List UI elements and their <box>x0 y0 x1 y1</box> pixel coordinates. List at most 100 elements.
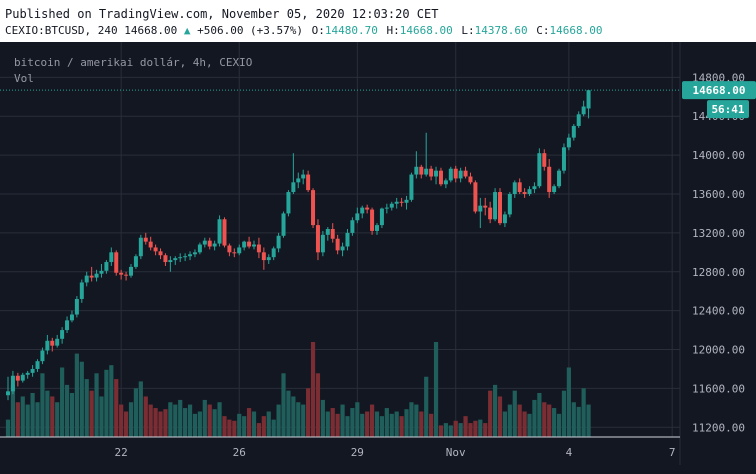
volume-bar <box>315 373 321 437</box>
volume-bar <box>552 408 557 437</box>
candle-body <box>335 238 340 251</box>
candle-body <box>581 106 586 115</box>
volume-bar <box>168 402 173 437</box>
countdown-tag <box>707 100 749 119</box>
volume-bar <box>45 390 50 437</box>
volume-bar <box>109 365 114 437</box>
volume-bar <box>512 390 517 437</box>
volume-bar <box>158 411 163 437</box>
volume-bar <box>301 404 306 437</box>
up-arrow-icon: ▲ <box>183 24 191 37</box>
candle-body <box>468 176 473 183</box>
volume-bar <box>350 408 355 437</box>
candle-body <box>576 114 581 126</box>
candle-body <box>114 252 119 273</box>
candle-body <box>424 168 429 175</box>
last-price-tag-text: 14668.00 <box>693 84 746 97</box>
volume-bar <box>84 379 89 437</box>
volume-bar <box>448 425 453 437</box>
publish-header: Published on TradingView.com, November 0… <box>0 0 756 42</box>
candle-body <box>10 375 15 392</box>
candle-body <box>375 225 379 231</box>
candle-body <box>547 166 552 193</box>
volume-bar <box>586 404 591 437</box>
volume-bar <box>55 402 60 437</box>
candle-body <box>25 372 30 375</box>
candle-body <box>15 375 20 381</box>
volume-bar <box>89 390 94 437</box>
x-tick-label: Nov <box>446 446 466 459</box>
volume-bar <box>212 409 217 437</box>
candle-body <box>119 272 124 275</box>
volume-bar <box>360 413 365 437</box>
candle-body <box>153 247 158 252</box>
candle-body <box>178 257 183 259</box>
candle-body <box>458 170 463 179</box>
last-price: 14668.00 <box>124 24 178 37</box>
candle-body <box>252 244 256 247</box>
candle-body <box>315 225 320 253</box>
last-price-tag <box>682 81 756 100</box>
volume-bar <box>414 404 419 437</box>
candle-body <box>473 182 478 212</box>
volume-bar <box>571 402 576 437</box>
chart-background <box>0 42 756 474</box>
price-chart[interactable]: 14800.0014400.0014000.0013600.0013200.00… <box>0 42 756 474</box>
x-tick-label: 22 <box>115 446 128 459</box>
candle-body <box>291 182 296 193</box>
volume-bar <box>261 416 266 437</box>
candle-body <box>74 298 79 315</box>
volume-bar <box>133 388 139 437</box>
volume-bar <box>148 404 153 437</box>
volume-bar <box>561 390 567 437</box>
candle-body <box>340 246 345 251</box>
volume-bar <box>433 342 439 437</box>
volume-bar <box>394 411 399 437</box>
candle-body <box>281 213 286 236</box>
candle-body <box>478 205 483 212</box>
volume-bar <box>99 396 104 437</box>
volume-legend: Vol <box>14 72 34 85</box>
volume-bar <box>291 396 296 437</box>
volume-bar <box>306 388 311 437</box>
candle-body <box>217 219 222 244</box>
volume-bar <box>473 420 478 437</box>
volume-bar <box>276 404 281 437</box>
candle-body <box>202 240 207 245</box>
volume-bar <box>438 425 444 437</box>
volume-bar <box>35 402 40 437</box>
candle-body <box>488 207 493 220</box>
volume-bar <box>50 396 55 437</box>
volume-bar <box>143 396 148 437</box>
candle-body <box>527 189 532 194</box>
candle-body <box>350 220 355 233</box>
volume-bar <box>256 423 262 437</box>
volume-bar <box>227 419 232 437</box>
candle-body <box>6 391 10 396</box>
candle-body <box>109 252 114 263</box>
volume-bar <box>178 399 183 437</box>
candle-body <box>104 262 109 271</box>
candle-body <box>325 228 330 235</box>
volume-bar <box>94 373 99 437</box>
candle-body <box>89 275 94 278</box>
candle-body <box>370 209 375 231</box>
candle-body <box>286 192 291 214</box>
candle-body <box>192 252 197 255</box>
chart-legend-title: bitcoin / amerikai dollár, 4h, CEXIO <box>14 56 253 69</box>
volume-bar <box>163 409 168 437</box>
candle-body <box>133 256 138 267</box>
low-label: L: <box>461 24 475 37</box>
volume-bar <box>369 404 375 437</box>
candle-body <box>207 240 212 247</box>
volume-bar <box>429 413 434 437</box>
candle-body <box>163 255 168 263</box>
candle-body <box>552 186 557 193</box>
volume-bar <box>5 419 11 437</box>
candle-body <box>443 180 448 185</box>
x-tick-label: 26 <box>233 446 246 459</box>
candle-body <box>183 256 188 258</box>
volume-bar <box>492 384 498 437</box>
ohlc-bar: CEXIO:BTCUSD, 240 14668.00 ▲ +506.00 (+3… <box>5 24 602 37</box>
volume-bar <box>419 411 424 437</box>
